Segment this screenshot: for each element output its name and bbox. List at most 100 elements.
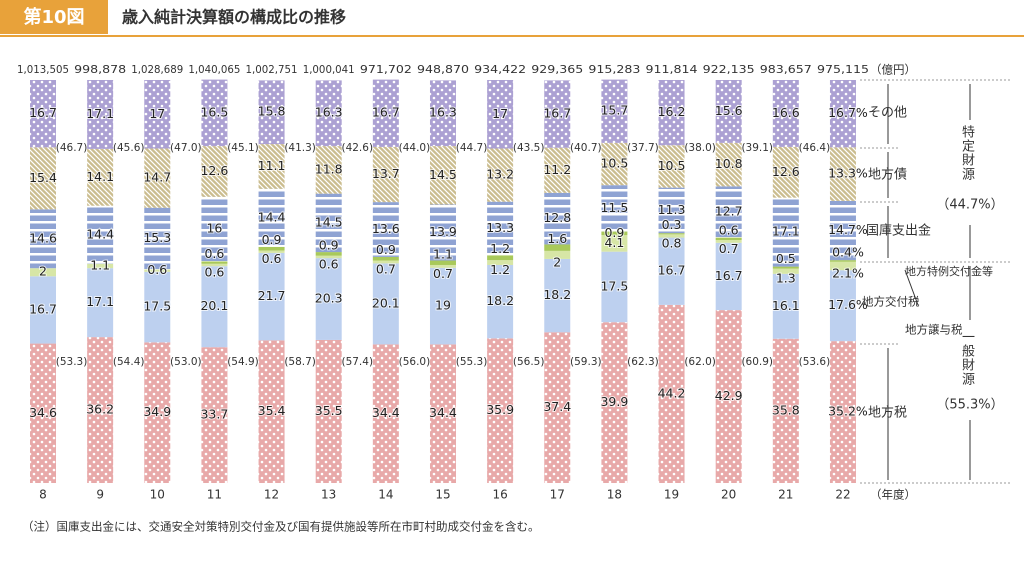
x-tick-label: 20 [721, 488, 736, 502]
value-label: 0.5 [776, 251, 796, 266]
value-label: 17.5 [143, 299, 171, 314]
bar-segment [544, 80, 571, 148]
value-label: 37.4 [543, 399, 571, 414]
series-name: 地方税 [868, 405, 907, 421]
bar-segment [487, 264, 514, 339]
x-tick-label: 17 [550, 488, 565, 502]
bar-segment [601, 79, 628, 143]
bar-segment [658, 304, 685, 483]
bar-segment [258, 252, 285, 341]
bar-segment [372, 202, 399, 257]
value-label: 1.1 [90, 257, 110, 272]
bar-segment [487, 338, 514, 483]
bar-segment [30, 147, 56, 210]
bar-segment [487, 201, 514, 256]
value-label: 16.7% [828, 105, 868, 120]
bar-segment [772, 266, 799, 269]
value-label: 16.7 [715, 268, 743, 283]
group-label: （44.7%） [936, 198, 1003, 213]
group-share-label: (44.0) [399, 142, 431, 154]
x-tick-label: 10 [150, 488, 165, 502]
value-label: 34.6 [29, 405, 57, 420]
value-label: 13.7 [372, 166, 400, 181]
bar-segment [658, 234, 685, 238]
total-label: 934,422 [474, 63, 526, 76]
bar-segment [315, 255, 342, 259]
bar-segment [772, 146, 799, 198]
x-tick-label: 9 [96, 488, 104, 502]
value-label: 0.9 [376, 242, 396, 257]
value-label: 0.7 [433, 266, 453, 281]
bar-segment [429, 146, 456, 205]
value-label: 20.1 [372, 295, 400, 310]
value-label: 16.7 [29, 301, 57, 316]
value-label: 10.5 [600, 156, 628, 171]
value-label: 17 [149, 106, 165, 121]
value-label: 13.3% [828, 166, 868, 181]
x-tick-label: 19 [664, 488, 679, 502]
x-unit: （年度） [870, 488, 916, 502]
value-label: 0.3 [662, 217, 682, 232]
total-label: 929,365 [531, 63, 583, 76]
group-share-label: (57.4) [341, 356, 373, 368]
group-share-label: (39.1) [741, 142, 773, 154]
bar-segment [144, 207, 171, 270]
bar-segment [658, 145, 685, 188]
title: 歳入純計決算額の構成比の推移 [122, 8, 346, 27]
bar-segment [30, 80, 56, 148]
x-tick-label: 11 [207, 488, 222, 502]
total-label: 948,870 [417, 63, 469, 76]
value-label: 13.2 [486, 167, 514, 182]
value-label: 19 [435, 298, 451, 313]
bar-segment [715, 186, 742, 238]
bar-segment [429, 267, 456, 345]
bar-segment [201, 261, 228, 264]
group-share-label: (53.6) [799, 356, 831, 368]
value-label: 34.4 [429, 405, 457, 420]
series-name: 地方譲与税 [905, 323, 963, 337]
group-share-label: (56.5) [513, 356, 545, 368]
value-label: 0.8 [662, 235, 682, 250]
value-label: 12.6 [772, 164, 800, 179]
bar-segment [258, 144, 285, 189]
bar-segment [144, 148, 171, 208]
bar-segment [544, 250, 571, 259]
bar-segment [658, 187, 685, 234]
bar-segment [829, 80, 856, 148]
bar-segment [315, 258, 342, 340]
bar-segment [544, 147, 571, 193]
x-tick-label: 14 [378, 488, 393, 502]
bar-segment [372, 260, 399, 264]
value-label: 0.6 [204, 246, 224, 261]
bar-segment [772, 80, 799, 147]
value-label: 0.9 [604, 225, 624, 240]
value-label: 16.3 [429, 105, 457, 120]
bar-segment [829, 260, 856, 262]
value-label: 1.2 [490, 241, 510, 256]
bar-segment [829, 200, 856, 261]
value-label: 0.7 [719, 241, 739, 256]
total-label: 911,814 [646, 63, 698, 76]
value-label: 17 [492, 106, 508, 121]
value-label: 0.6 [319, 256, 339, 271]
bar-segment [601, 231, 628, 236]
value-label: 16.3 [315, 105, 343, 120]
bar-segment [315, 80, 342, 147]
value-label: 14.1 [86, 169, 114, 184]
value-label: 0.6 [147, 262, 167, 277]
value-label: 35.2% [828, 404, 868, 419]
value-label: 14.6 [29, 230, 57, 245]
x-tick-label: 8 [39, 488, 47, 502]
group-share-label: (54.9) [227, 356, 259, 368]
x-tick-label: 12 [264, 488, 279, 502]
value-label: 2.1% [832, 265, 864, 280]
bar-segment [30, 268, 56, 277]
total-label: 983,657 [760, 63, 812, 76]
value-label: 15.6 [715, 103, 743, 118]
bar-segment [372, 79, 399, 147]
bar-segment [601, 322, 628, 483]
total-label: 998,878 [74, 63, 126, 76]
total-label: 922,135 [703, 63, 755, 76]
value-label: 16.2 [658, 104, 686, 119]
bar-segment [258, 340, 285, 483]
